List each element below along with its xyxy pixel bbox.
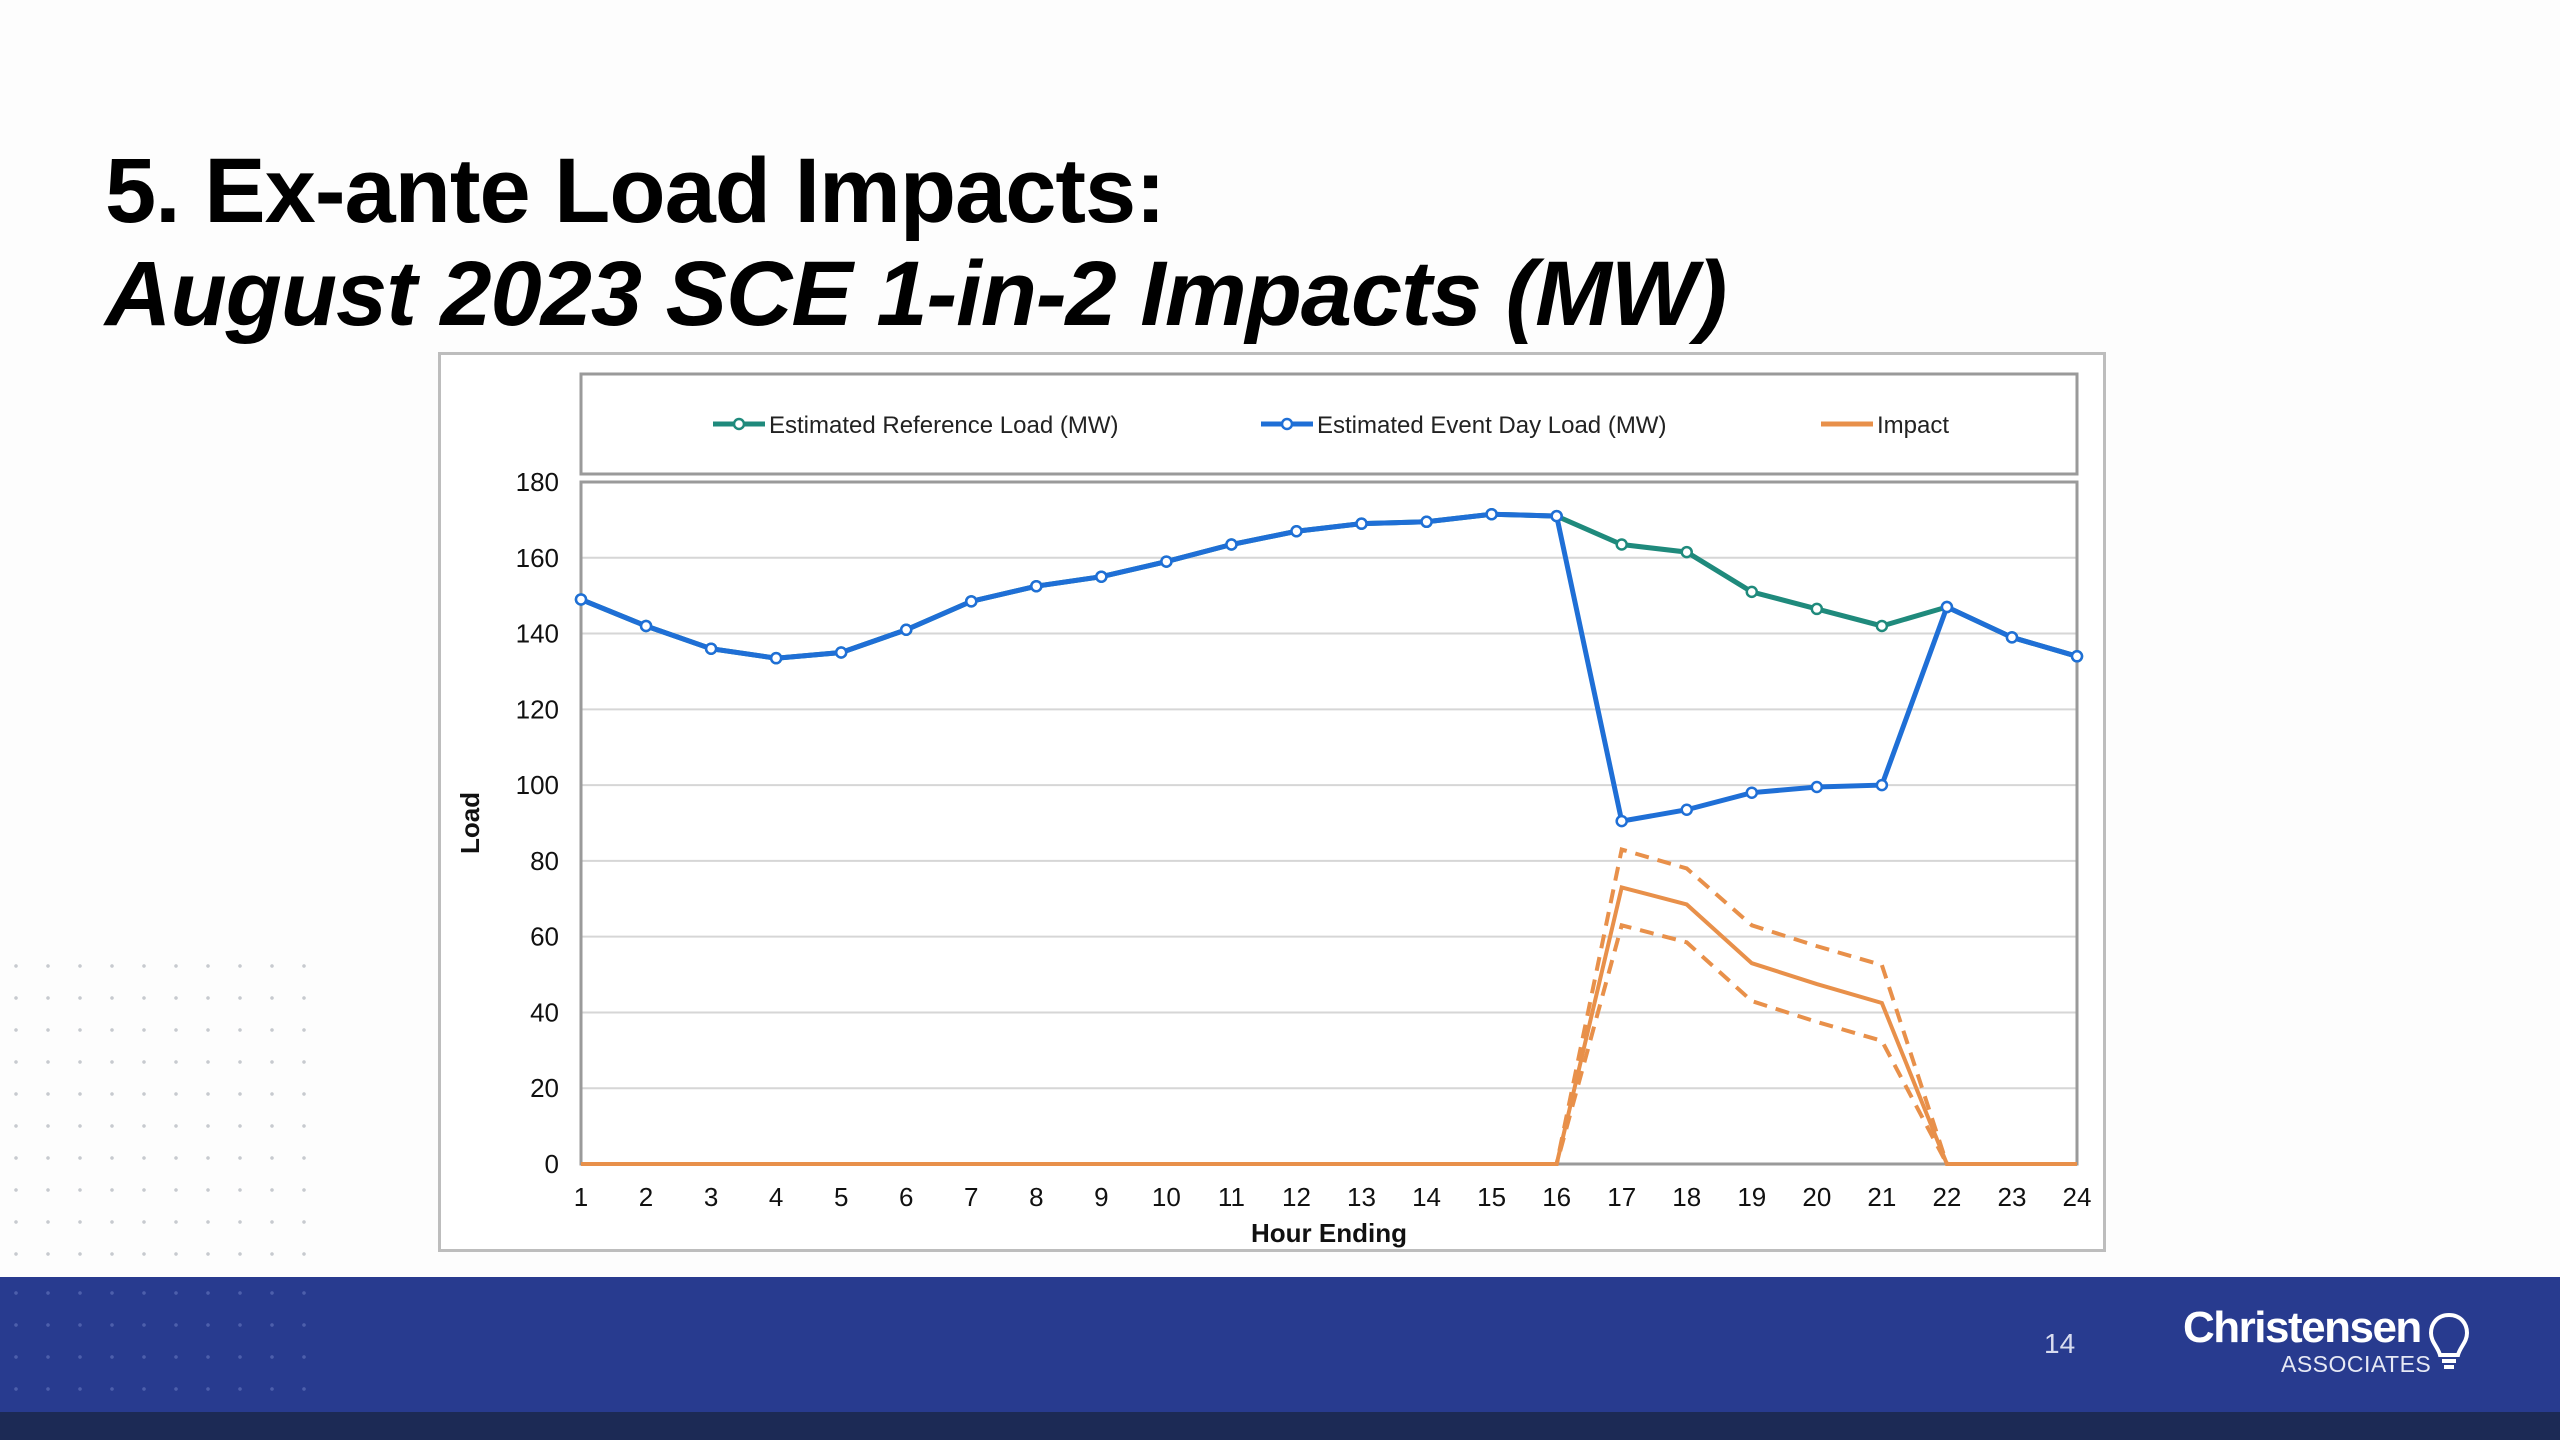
event-day-load-point <box>1355 517 1368 530</box>
event-day-load-point <box>1485 507 1498 521</box>
event-day-load-point <box>1940 600 1954 614</box>
event-day-load-point <box>769 651 783 665</box>
event-day-load-point <box>574 593 588 606</box>
event-day-load-point <box>704 642 718 655</box>
event-day-load-point <box>965 595 978 608</box>
x-tick-label: 2 <box>639 1182 653 1212</box>
x-tick-label: 7 <box>964 1182 978 1212</box>
event-day-load-point <box>1225 538 1238 551</box>
reference-load-point <box>1875 619 1889 633</box>
y-tick-label: 80 <box>530 846 559 876</box>
title-line-1: 5. Ex-ante Load Impacts: <box>105 140 1166 242</box>
y-axis-label: Load <box>455 792 485 854</box>
event-day-load-point <box>1160 555 1173 568</box>
reference-load-line <box>580 511 2078 661</box>
y-tick-label: 180 <box>516 467 559 497</box>
x-tick-label: 6 <box>899 1182 913 1212</box>
event-day-load-point <box>834 646 848 659</box>
x-tick-label: 21 <box>1867 1182 1896 1212</box>
x-tick-label: 11 <box>1218 1182 1245 1212</box>
impact-upper-bound-line <box>581 846 2077 1166</box>
reference-load-point <box>1745 585 1759 599</box>
footer-bar <box>0 1277 2560 1412</box>
event-day-load-point <box>1875 778 1889 792</box>
x-tick-label: 15 <box>1477 1182 1506 1212</box>
y-tick-label: 0 <box>545 1149 559 1179</box>
x-tick-label: 9 <box>1094 1182 1108 1212</box>
y-tick-label: 20 <box>530 1073 559 1103</box>
x-axis-label: Hour Ending <box>1251 1218 1407 1248</box>
y-tick-label: 140 <box>516 619 559 649</box>
x-tick-label: 4 <box>769 1182 783 1212</box>
legend-label: Estimated Reference Load (MW) <box>769 412 1118 439</box>
footer-strip <box>0 1412 2560 1440</box>
x-tick-label: 5 <box>834 1182 848 1212</box>
chart-frame: 0 20 40 60 80 100 120 140 160 180 1 2 3 4 5 6 7 8 9 10 11 12 1… <box>438 352 2106 1252</box>
legend-swatch-marker <box>732 417 746 431</box>
y-tick-label: 100 <box>516 770 559 800</box>
slide-title: 5. Ex-ante Load Impacts: August 2023 SCE… <box>105 140 1727 346</box>
event-day-load-point <box>639 619 653 633</box>
x-tick-label: 14 <box>1412 1182 1441 1212</box>
x-tick-label: 19 <box>1737 1182 1766 1212</box>
event-day-load-point <box>2070 650 2084 663</box>
legend-swatch-marker <box>1280 417 1294 431</box>
legend-label: Estimated Event Day Load (MW) <box>1317 412 1666 439</box>
x-tick-label: 17 <box>1607 1182 1636 1212</box>
y-tick-label: 60 <box>530 922 559 952</box>
title-line-2: August 2023 SCE 1-in-2 Impacts (MW) <box>105 243 1727 346</box>
impact-lower-bound-line <box>581 922 2077 1166</box>
event-day-load-point <box>1095 570 1108 583</box>
christensen-logo: Christensen ASSOCIATES <box>2183 1303 2483 1393</box>
event-day-load-point <box>1745 786 1759 799</box>
reference-load-point <box>1615 538 1628 551</box>
x-tick-label: 12 <box>1282 1182 1311 1212</box>
plot-area-border <box>579 480 2079 1166</box>
event-day-load-point <box>1810 780 1824 794</box>
x-tick-label: 10 <box>1152 1182 1181 1212</box>
event-day-load-point <box>1030 579 1043 593</box>
x-tick-label: 18 <box>1672 1182 1701 1212</box>
y-tick-label: 120 <box>516 694 559 724</box>
x-tick-label: 13 <box>1347 1182 1376 1212</box>
y-tick-label: 40 <box>530 997 559 1027</box>
legend-label: Impact <box>1877 412 1949 439</box>
x-tick-label: 3 <box>704 1182 718 1212</box>
x-tick-label: 23 <box>1997 1182 2026 1212</box>
event-day-load-line <box>580 511 2078 824</box>
reference-load-point <box>1680 545 1693 559</box>
x-tick-label: 8 <box>1029 1182 1043 1212</box>
event-day-load-point <box>1290 525 1303 538</box>
x-tick-label: 20 <box>1802 1182 1831 1212</box>
event-day-load-point <box>1550 509 1563 523</box>
x-tick-label: 1 <box>574 1182 588 1212</box>
event-day-load-point <box>1680 803 1693 816</box>
logo-name: Christensen <box>2183 1303 2422 1352</box>
logo-subtitle: ASSOCIATES <box>2281 1351 2432 1377</box>
x-tick-label: 22 <box>1932 1182 1961 1212</box>
x-tick-label: 24 <box>2063 1182 2092 1212</box>
event-day-load-point <box>1420 515 1433 529</box>
x-tick-label: 16 <box>1542 1182 1571 1212</box>
lightbulb-icon <box>2428 1312 2470 1369</box>
footer-dot-grid <box>0 1277 330 1412</box>
reference-load-point <box>1810 602 1824 616</box>
event-day-load-point <box>2005 631 2019 644</box>
event-day-load-point <box>1615 814 1628 828</box>
event-day-load-point <box>899 623 913 637</box>
y-tick-label: 160 <box>516 543 559 573</box>
page-number: 14 <box>2044 1328 2076 1359</box>
impact-line <box>581 884 2077 1166</box>
